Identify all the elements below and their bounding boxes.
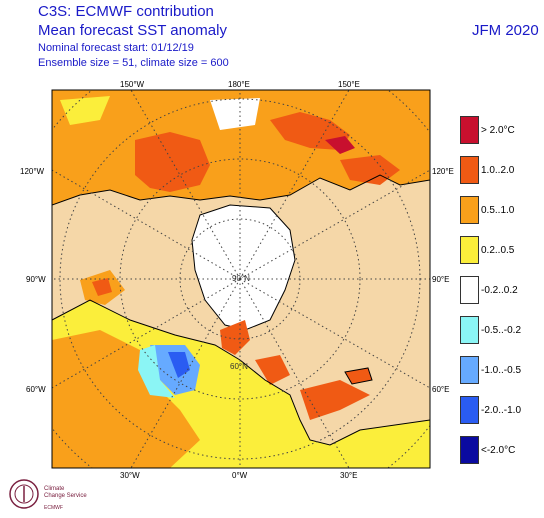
legend-label: -2.0..-1.0 — [481, 405, 522, 416]
coastline-atlantic — [52, 299, 430, 446]
lon-label-bottom-0w: 0°W — [232, 471, 248, 480]
logo-text-change-service: Change Service — [44, 493, 87, 499]
legend-swatch — [460, 396, 479, 424]
legend-swatch — [460, 236, 479, 264]
legend-swatch — [460, 316, 479, 344]
legend-item: -2.0..-1.0 — [460, 396, 544, 426]
map-frame — [51, 89, 431, 469]
logo-text-climate: Climate — [44, 486, 65, 492]
graticule-70n — [119, 158, 361, 400]
lon-label-top-180e: 180°E — [228, 80, 250, 89]
mediterranean-sea — [300, 380, 370, 420]
forecast-start-text: Nominal forecast start: 01/12/19 — [38, 42, 194, 54]
atlantic-cool-anomaly-2 — [168, 352, 190, 378]
legend-label: 0.5..1.0 — [481, 205, 515, 216]
lon-label-left-60w: 60°W — [26, 385, 46, 394]
legend-label: -0.2..0.2 — [481, 285, 518, 296]
logo-text-ecmwf: ECMWF — [44, 505, 63, 511]
legend-label: > 2.0°C — [481, 125, 515, 136]
legend-label: -1.0..-0.5 — [481, 365, 522, 376]
pacific-neutral — [210, 98, 260, 130]
black-sea — [344, 367, 373, 385]
lon-label-bottom-30w: 30°W — [120, 471, 140, 480]
lon-label-top-150w: 150°W — [120, 80, 145, 89]
lon-label-top-150e: 150°E — [338, 80, 360, 89]
hudson-bay-warm — [92, 278, 112, 296]
legend-item: 1.0..2.0 — [460, 156, 544, 186]
lon-label-left-120w: 120°W — [20, 167, 45, 176]
legend-item: -0.2..0.2 — [460, 276, 544, 306]
legend-label: -0.5..-0.2 — [481, 325, 522, 336]
atlantic-warm-anomaly — [52, 330, 200, 468]
logo-inner-ring-icon — [14, 484, 34, 504]
legend-label: 1.0..2.0 — [481, 165, 515, 176]
legend-item: <-2.0°C — [460, 436, 544, 466]
legend-item: > 2.0°C — [460, 116, 544, 146]
legend-item: 0.2..0.5 — [460, 236, 544, 266]
legend-item: 0.5..1.0 — [460, 196, 544, 226]
lon-label-left-90w: 90°W — [26, 275, 46, 284]
lat-label-90n: 90°N — [232, 274, 250, 283]
atlantic-warm-anomaly-2 — [220, 320, 250, 355]
legend-swatch — [460, 156, 479, 184]
arctic-ocean — [191, 204, 296, 331]
legend-swatch — [460, 436, 479, 464]
lat-label-60n: 60°N — [230, 362, 248, 371]
lon-label-right-60e: 60°E — [432, 385, 449, 394]
pacific-strong-anomaly — [325, 136, 355, 154]
lon-label-right-120e: 120°E — [432, 167, 454, 176]
pacific-weak-anomaly — [60, 96, 110, 125]
legend-swatch — [460, 276, 479, 304]
ensemble-size-text: Ensemble size = 51, climate size = 600 — [38, 57, 229, 69]
forecast-period: JFM 2020 — [472, 22, 539, 39]
atlantic-slight-cool — [138, 345, 175, 398]
graticule-meridians — [52, 90, 430, 468]
legend-label: 0.2..0.5 — [481, 245, 515, 256]
header-title: C3S: ECMWF contribution — [38, 3, 214, 20]
legend-item: -1.0..-0.5 — [460, 356, 544, 386]
legend-item: -0.5..-0.2 — [460, 316, 544, 346]
legend-label: <-2.0°C — [481, 445, 516, 456]
legend-swatch — [460, 196, 479, 224]
lon-label-bottom-30e: 30°E — [340, 471, 357, 480]
logo-ring-icon — [9, 479, 39, 509]
coastline-pacific — [52, 174, 430, 206]
legend-swatch — [460, 356, 479, 384]
lon-label-right-90e: 90°E — [432, 275, 449, 284]
norwegian-sea-anomaly — [255, 355, 290, 385]
header-subtitle: Mean forecast SST anomaly — [38, 22, 227, 39]
copernicus-logo — [9, 479, 39, 509]
legend-swatch — [460, 116, 479, 144]
